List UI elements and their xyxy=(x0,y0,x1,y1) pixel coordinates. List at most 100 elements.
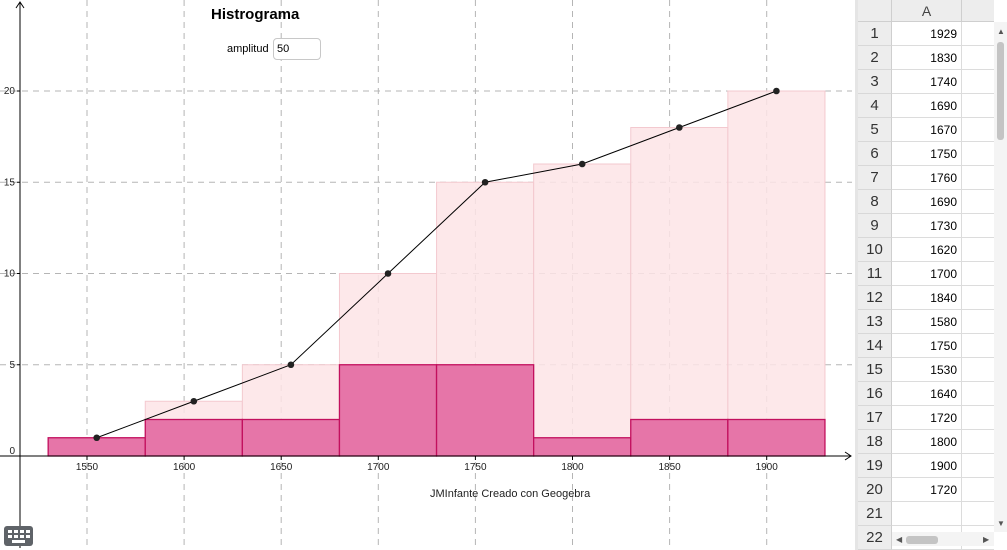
cell-b[interactable] xyxy=(962,166,994,190)
cell-a[interactable]: 1840 xyxy=(892,286,962,310)
cell-a[interactable]: 1830 xyxy=(892,46,962,70)
cell-b[interactable] xyxy=(962,406,994,430)
cell-a[interactable]: 1530 xyxy=(892,358,962,382)
scroll-up-icon[interactable]: ▲ xyxy=(997,27,1005,36)
amplitude-input[interactable] xyxy=(273,38,321,60)
y-tick-label: 0 xyxy=(9,446,15,457)
cell-a[interactable]: 1740 xyxy=(892,70,962,94)
row-header[interactable]: 2 xyxy=(858,46,892,70)
cell-b[interactable] xyxy=(962,478,994,502)
row-header[interactable]: 6 xyxy=(858,142,892,166)
cell-a[interactable]: 1640 xyxy=(892,382,962,406)
row-header[interactable]: 5 xyxy=(858,118,892,142)
cell-b[interactable] xyxy=(962,214,994,238)
row-header[interactable]: 11 xyxy=(858,262,892,286)
row-header[interactable]: 18 xyxy=(858,430,892,454)
cell-b[interactable] xyxy=(962,118,994,142)
cell-b[interactable] xyxy=(962,142,994,166)
cell-b[interactable] xyxy=(962,382,994,406)
cell-b[interactable] xyxy=(962,238,994,262)
cell-a[interactable]: 1690 xyxy=(892,190,962,214)
row-header[interactable]: 13 xyxy=(858,310,892,334)
cell-a[interactable]: 1900 xyxy=(892,454,962,478)
row-header[interactable]: 19 xyxy=(858,454,892,478)
cell-b[interactable] xyxy=(962,454,994,478)
row-header[interactable]: 3 xyxy=(858,70,892,94)
cumulative-bar xyxy=(630,127,729,457)
graphics-view[interactable]: 1550 1600 1650 1700 1750 1800 1850 1900 0 5 10 15 20… xyxy=(0,0,855,550)
cumulative-bar xyxy=(533,163,632,457)
row-header[interactable]: 8 xyxy=(858,190,892,214)
cell-b[interactable] xyxy=(962,358,994,382)
view-splitter[interactable] xyxy=(855,0,858,550)
polygon-point xyxy=(384,270,392,277)
cell-b[interactable] xyxy=(962,46,994,70)
column-header-a[interactable]: A xyxy=(892,0,962,22)
row-header[interactable]: 10 xyxy=(858,238,892,262)
sheet-row: 4 1690 xyxy=(858,94,994,118)
cell-b[interactable] xyxy=(962,22,994,46)
sheet-row: 2 1830 xyxy=(858,46,994,70)
cell-b[interactable] xyxy=(962,310,994,334)
horizontal-scroll-thumb[interactable] xyxy=(906,536,938,544)
cell-a[interactable]: 1750 xyxy=(892,142,962,166)
y-tick-label: 20 xyxy=(4,86,16,97)
cell-b[interactable] xyxy=(962,430,994,454)
chart-title: Histrograma xyxy=(211,6,300,23)
cell-a[interactable]: 1690 xyxy=(892,94,962,118)
frequency-bar xyxy=(533,437,632,457)
keyboard-icon[interactable] xyxy=(4,526,33,546)
vertical-scrollbar[interactable] xyxy=(994,22,1007,532)
row-header[interactable]: 15 xyxy=(858,358,892,382)
row-header[interactable]: 17 xyxy=(858,406,892,430)
sheet-corner[interactable] xyxy=(858,0,892,22)
cell-b[interactable] xyxy=(962,70,994,94)
frequency-bar xyxy=(241,418,341,457)
scroll-right-icon[interactable]: ▶ xyxy=(983,535,990,544)
row-header[interactable]: 4 xyxy=(858,94,892,118)
row-header[interactable]: 14 xyxy=(858,334,892,358)
polygon-point xyxy=(287,361,295,369)
histogram-chart: 1550 1600 1650 1700 1750 1800 1850 1900 0 5 10 15 20 xyxy=(0,0,852,548)
cell-a[interactable]: 1800 xyxy=(892,430,962,454)
credit-text: JMInfante Creado con Geogebra xyxy=(430,488,591,500)
cell-b[interactable] xyxy=(962,334,994,358)
row-header[interactable]: 21 xyxy=(858,502,892,526)
cell-a[interactable]: 1580 xyxy=(892,310,962,334)
sheet-row: 16 1640 xyxy=(858,382,994,406)
row-header[interactable]: 9 xyxy=(858,214,892,238)
row-header[interactable]: 12 xyxy=(858,286,892,310)
cell-a[interactable]: 1929 xyxy=(892,22,962,46)
polygon-point xyxy=(676,124,683,131)
row-header[interactable]: 7 xyxy=(858,166,892,190)
cell-a[interactable]: 1620 xyxy=(892,238,962,262)
cell-a[interactable] xyxy=(892,502,962,526)
row-header[interactable]: 1 xyxy=(858,22,892,46)
cell-a[interactable]: 1670 xyxy=(892,118,962,142)
scroll-left-icon[interactable]: ◀ xyxy=(896,535,903,544)
cell-a[interactable]: 1760 xyxy=(892,166,962,190)
cell-b[interactable] xyxy=(962,502,994,526)
frequency-polygon-line xyxy=(96,90,777,439)
cell-b[interactable] xyxy=(962,286,994,310)
column-header-b[interactable] xyxy=(962,0,994,22)
vertical-scroll-thumb[interactable] xyxy=(997,42,1004,140)
cell-a[interactable]: 1730 xyxy=(892,214,962,238)
spreadsheet-view[interactable]: A 1 1929 2 1830 3 1740 4 1690 5 1670 6 1750 7 1760 8 16… xyxy=(858,0,1007,550)
y-tick-label: 10 xyxy=(4,269,16,280)
cell-a[interactable]: 1750 xyxy=(892,334,962,358)
cell-b[interactable] xyxy=(962,190,994,214)
row-header[interactable]: 22 xyxy=(858,526,892,550)
cell-a[interactable]: 1720 xyxy=(892,478,962,502)
x-tick-label: 1850 xyxy=(658,462,681,473)
cell-a[interactable]: 1700 xyxy=(892,262,962,286)
cell-b[interactable] xyxy=(962,94,994,118)
cell-b[interactable] xyxy=(962,262,994,286)
frequency-bar xyxy=(338,364,438,457)
row-header[interactable]: 20 xyxy=(858,478,892,502)
row-header[interactable]: 16 xyxy=(858,382,892,406)
cell-a[interactable]: 1720 xyxy=(892,406,962,430)
sheet-row: 3 1740 xyxy=(858,70,994,94)
scroll-down-icon[interactable]: ▼ xyxy=(997,519,1005,528)
frequency-bar xyxy=(435,364,535,457)
